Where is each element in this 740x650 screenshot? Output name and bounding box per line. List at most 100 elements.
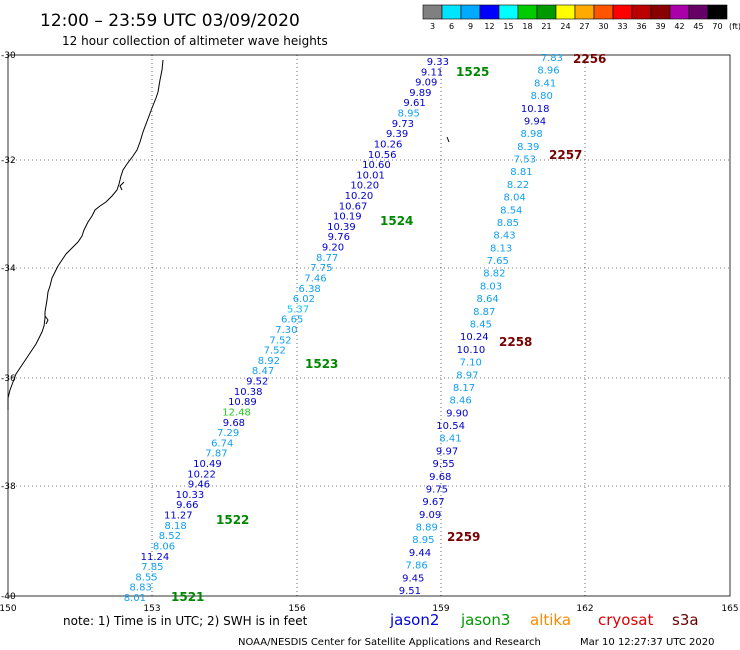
map-grid: 150 153 156 159 162 165 -30 -32 -34 -36 -38 -40 — [0, 51, 739, 614]
legend-unit: (ft) — [729, 22, 740, 31]
satellite-legend: jason2 jason3 altika cryosat s3a — [389, 611, 699, 629]
legend-value: 70 — [712, 22, 722, 31]
swh-value-label: 9.97 — [436, 446, 458, 457]
swh-value-label: 9.33 — [427, 57, 449, 68]
swh-value-label: 8.85 — [497, 218, 519, 229]
legend-swatch — [707, 4, 728, 20]
footer-note: note: 1) Time is in UTC; 2) SWH is in fe… — [63, 614, 308, 628]
swh-value-label: 8.22 — [507, 180, 529, 191]
swh-value-label: 8.98 — [520, 129, 542, 140]
swh-value-label: 8.95 — [398, 109, 420, 120]
swh-value-label: 10.60 — [362, 160, 391, 171]
swh-value-label: 10.49 — [193, 459, 222, 470]
swh-value-label: 7.75 — [310, 263, 332, 274]
lon-tick-label: 159 — [432, 604, 449, 614]
swh-value-label: 7.65 — [487, 256, 509, 267]
swh-value-label: 8.52 — [159, 531, 181, 542]
swh-value-label: 8.54 — [500, 205, 522, 216]
swh-value-label: 7.52 — [269, 335, 291, 346]
lat-tick-label: -30 — [1, 51, 16, 61]
legend-value: 18 — [522, 22, 532, 31]
swh-value-label: 10.10 — [457, 345, 486, 356]
swh-value-label: 9.11 — [421, 67, 443, 78]
legend-value: 27 — [579, 22, 589, 31]
legend-swatch — [517, 4, 538, 20]
swh-value-label: 9.09 — [419, 510, 441, 521]
map-frame — [7, 54, 731, 597]
swh-value-label: 6.02 — [293, 294, 315, 305]
satellite-name: jason2 — [389, 611, 439, 629]
legend-value: 3 — [430, 22, 435, 31]
legend-swatch — [688, 4, 709, 20]
legend-value: 21 — [541, 22, 551, 31]
pass-time-label: 1525 — [456, 65, 489, 79]
swh-value-label: 8.41 — [534, 78, 556, 89]
swh-value-label: 9.75 — [426, 484, 448, 495]
swh-value-label: 10.26 — [374, 139, 403, 150]
lat-tick-label: -32 — [1, 156, 16, 166]
swh-value-label: 9.76 — [328, 232, 350, 243]
swh-value-label: 8.39 — [517, 142, 539, 153]
swh-value-label: 10.01 — [356, 170, 385, 181]
swh-value-label: 10.67 — [339, 201, 368, 212]
swh-value-label: 8.41 — [439, 434, 461, 445]
pass-time-label: 1523 — [305, 357, 338, 371]
swh-value-label: 8.01 — [124, 593, 146, 604]
swh-value-label: 8.18 — [165, 521, 187, 532]
legend-swatch — [669, 4, 690, 20]
swh-value-label: 10.18 — [521, 104, 550, 115]
swh-value-label: 8.80 — [531, 91, 553, 102]
swh-value-label: 10.89 — [228, 397, 257, 408]
legend-swatch — [631, 4, 652, 20]
swh-value-label: 9.68 — [429, 472, 451, 483]
pass-time-label: 1522 — [216, 513, 249, 527]
swh-value-label: 6.74 — [211, 438, 233, 449]
swh-value-label: 7.87 — [205, 449, 227, 460]
legend-swatch — [650, 4, 671, 20]
legend-value: 42 — [674, 22, 684, 31]
swh-value-label: 8.96 — [537, 66, 559, 77]
lon-tick-label: 153 — [143, 604, 160, 614]
pass-times: 1521 1522 1523 1524 1525 2256 2257 2258 … — [171, 52, 606, 604]
legend-swatch — [593, 4, 614, 20]
swh-value-label: 9.39 — [386, 129, 408, 140]
lat-tick-label: -34 — [1, 264, 16, 274]
swh-value-label: 7.83 — [541, 53, 563, 64]
swh-value-label: 6.38 — [299, 284, 321, 295]
swh-value-label: 8.97 — [456, 370, 478, 381]
swh-value-label: 8.55 — [135, 572, 157, 583]
legend-swatch — [498, 4, 519, 20]
pass-time-label: 2256 — [573, 52, 606, 66]
swh-value-label: 7.30 — [275, 325, 297, 336]
swh-value-label: 9.73 — [392, 119, 414, 130]
swh-value-label: 9.68 — [223, 418, 245, 429]
swh-value-label: 8.47 — [252, 366, 274, 377]
swh-value-label: 7.85 — [141, 562, 163, 573]
legend-swatch — [441, 4, 462, 20]
swh-value-label: 9.20 — [322, 243, 344, 254]
swh-value-label: 9.55 — [433, 459, 455, 470]
swh-value-label: 8.46 — [449, 396, 471, 407]
lon-tick-label: 162 — [576, 604, 593, 614]
pass-time-label: 2258 — [499, 335, 532, 349]
swh-value-label: 8.17 — [453, 383, 475, 394]
satellite-name: cryosat — [598, 611, 653, 629]
swh-value-label: 9.89 — [409, 88, 431, 99]
swh-value-label: 8.43 — [493, 231, 515, 242]
wave-height-legend: 3 6 9 12 15 18 21 24 27 30 33 36 39 42 45 70 (ft) — [422, 4, 740, 31]
swh-value-label: 9.94 — [524, 116, 546, 127]
swh-value-label: 8.83 — [130, 583, 152, 594]
lon-tick-label: 165 — [721, 604, 738, 614]
swh-value-label: 7.10 — [460, 358, 482, 369]
swh-value-label: 11.24 — [141, 552, 170, 563]
swh-value-label: 7.53 — [514, 155, 536, 166]
track-jason2-west: 9.339.119.099.899.618.959.739.3910.2610.… — [124, 57, 449, 604]
swh-value-label: 9.51 — [399, 586, 421, 597]
legend-value: 24 — [560, 22, 570, 31]
footer-timestamp: Mar 10 12:27:37 UTC 2020 — [580, 637, 715, 648]
swh-value-label: 8.03 — [480, 281, 502, 292]
swh-value-label: 8.87 — [473, 307, 495, 318]
legend-swatch — [555, 4, 576, 20]
swh-value-label: 9.44 — [409, 548, 431, 559]
